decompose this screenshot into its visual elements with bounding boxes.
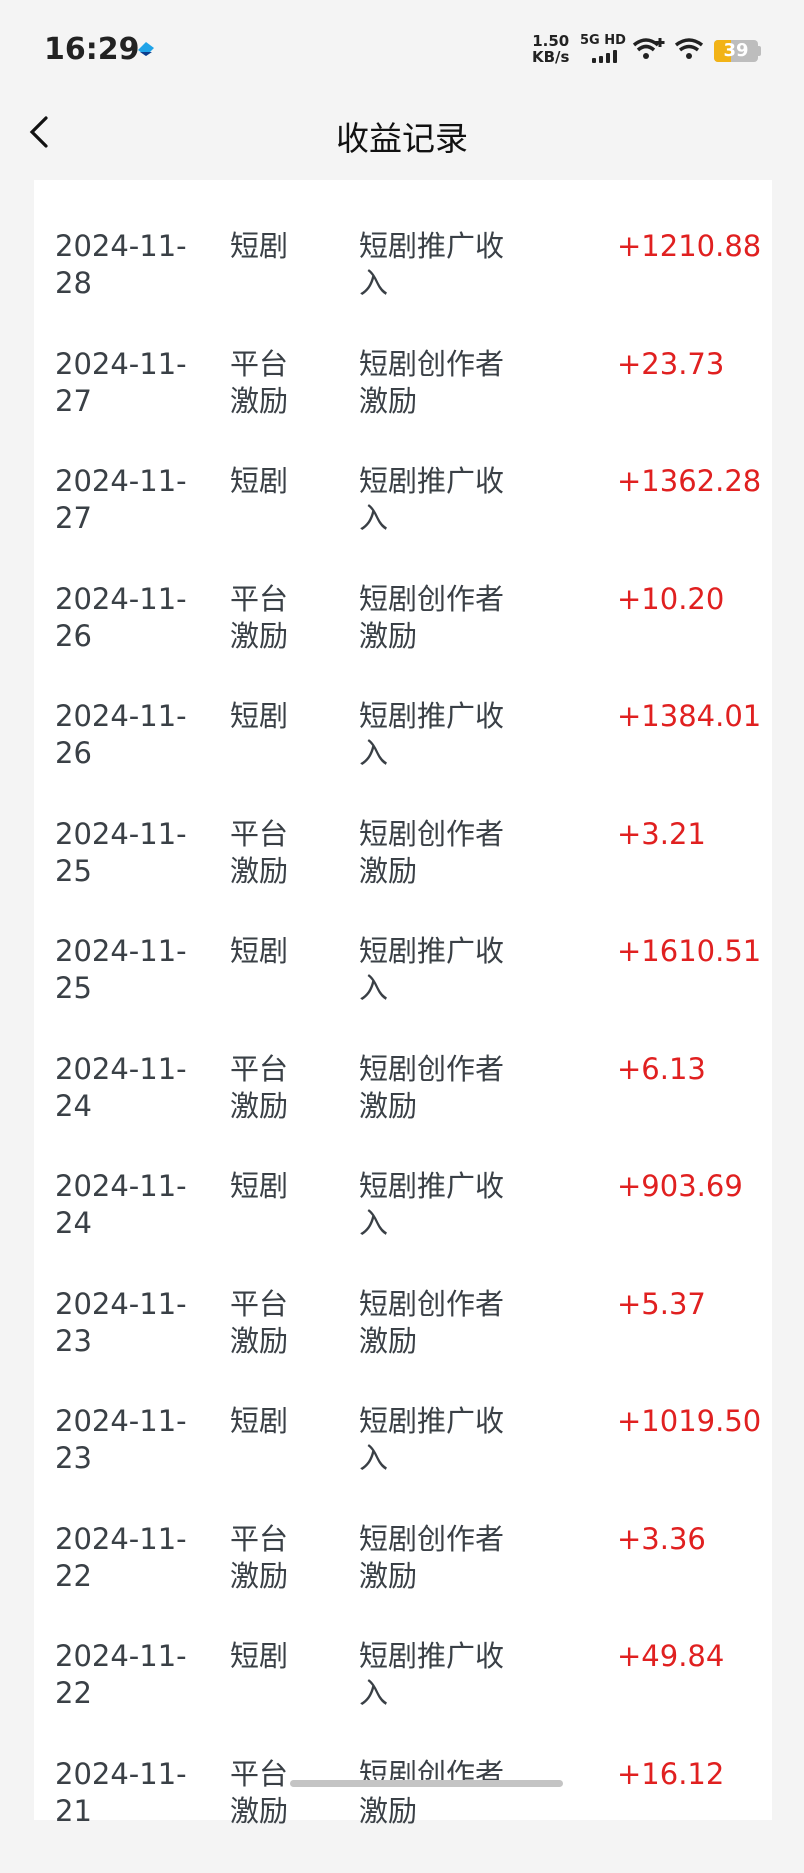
battery-level: 39 (723, 40, 749, 61)
record-amount: +1610.51 (617, 934, 762, 968)
record-date: 2024-11-24 (55, 1051, 187, 1123)
record-amount: +903.69 (617, 1169, 743, 1203)
record-date: 2024-11-26 (55, 581, 187, 653)
record-date: 2024-11-22 (55, 1521, 187, 1593)
signal-icon (592, 50, 617, 63)
chevron-left-icon[interactable] (22, 112, 62, 152)
table-row[interactable]: 2024-11-24 短剧 短剧推广收入 +903.69 (34, 1168, 772, 1285)
top-nav: 收益记录 (0, 100, 804, 166)
record-date: 2024-11-27 (55, 464, 187, 535)
speed-value: 1.50 (532, 32, 570, 50)
record-date: 2024-11-21 (55, 1756, 187, 1828)
record-description: 短剧创作者激励 (359, 1756, 505, 1828)
table-row[interactable]: 2024-11-28 短剧 短剧推广收入 +1210.88 (34, 228, 772, 345)
record-description: 短剧创作者激励 (359, 816, 505, 888)
record-category: 短剧 (230, 464, 289, 498)
record-amount: +5.37 (617, 1286, 706, 1321)
record-category: 短剧 (230, 229, 289, 263)
record-amount: +1362.28 (617, 464, 762, 498)
record-description: 短剧推广收入 (359, 699, 505, 770)
record-description: 短剧推广收入 (359, 229, 505, 300)
table-row[interactable]: 2024-11-25 平台激励 短剧创作者激励 +3.21 (34, 816, 772, 933)
record-category: 短剧 (230, 699, 289, 733)
table-row[interactable]: 2024-11-23 短剧 短剧推广收入 +1019.50 (34, 1403, 772, 1520)
network-type: 5G HD (580, 33, 626, 48)
record-amount: +6.13 (617, 1051, 706, 1086)
record-date: 2024-11-27 (55, 346, 187, 418)
record-amount: +23.73 (617, 346, 725, 381)
income-record-list: 2024-11-28 短剧 短剧推广收入 +1210.88 2024-11-27 平台激励… (34, 180, 772, 1828)
record-amount: +49.84 (617, 1639, 725, 1673)
record-category: 短剧 (230, 934, 289, 968)
speed-unit: KB/s (532, 48, 570, 66)
network-speed: 1.50 KB/s (532, 33, 569, 65)
record-amount: +1384.01 (617, 699, 762, 733)
table-row[interactable]: 2024-11-26 短剧 短剧推广收入 +1384.01 (34, 698, 772, 815)
record-date: 2024-11-22 (55, 1639, 187, 1710)
record-description: 短剧创作者激励 (359, 1521, 505, 1593)
record-date: 2024-11-24 (55, 1169, 187, 1240)
record-description: 短剧创作者激励 (359, 1286, 505, 1358)
table-row[interactable]: 2024-11-21 平台激励 短剧创作者激励 +16.12 (34, 1756, 772, 1873)
record-description: 短剧推广收入 (359, 1639, 505, 1710)
record-category: 短剧 (230, 1639, 289, 1673)
record-category: 平台激励 (230, 1286, 289, 1358)
wifi-plus-icon (632, 38, 665, 59)
record-amount: +10.20 (617, 581, 725, 616)
record-description: 短剧创作者激励 (359, 581, 505, 653)
record-description: 短剧创作者激励 (359, 346, 505, 418)
table-row[interactable]: 2024-11-22 短剧 短剧推广收入 +49.84 (34, 1638, 772, 1755)
record-amount: +1210.88 (617, 229, 762, 263)
record-category: 短剧 (230, 1404, 289, 1438)
record-category: 平台激励 (230, 1756, 289, 1828)
status-bar: 16:29 1.50 KB/s 5G HD 39 (0, 0, 804, 100)
table-row[interactable]: 2024-11-23 平台激励 短剧创作者激励 +5.37 (34, 1286, 772, 1403)
record-date: 2024-11-23 (55, 1286, 187, 1358)
app-notification-icon (138, 42, 154, 56)
record-date: 2024-11-23 (55, 1404, 187, 1475)
record-description: 短剧推广收入 (359, 934, 505, 1005)
record-category: 平台激励 (230, 581, 289, 653)
table-row[interactable]: 2024-11-27 平台激励 短剧创作者激励 +23.73 (34, 346, 772, 463)
record-amount: +16.12 (617, 1756, 725, 1791)
record-description: 短剧创作者激励 (359, 1051, 505, 1123)
record-category: 平台激励 (230, 1051, 289, 1123)
record-amount: +3.21 (617, 816, 706, 851)
record-category: 平台激励 (230, 1521, 289, 1593)
clock: 16:29 (44, 32, 140, 67)
wifi-icon (674, 38, 704, 59)
table-row[interactable]: 2024-11-27 短剧 短剧推广收入 +1362.28 (34, 463, 772, 580)
table-row[interactable]: 2024-11-26 平台激励 短剧创作者激励 +10.20 (34, 581, 772, 698)
home-indicator[interactable] (290, 1780, 563, 1787)
record-category: 短剧 (230, 1169, 289, 1203)
record-date: 2024-11-28 (55, 229, 187, 300)
record-amount: +1019.50 (617, 1404, 762, 1438)
battery-cap (758, 46, 761, 56)
battery-icon: 39 (714, 40, 758, 62)
table-row[interactable]: 2024-11-25 短剧 短剧推广收入 +1610.51 (34, 933, 772, 1050)
record-description: 短剧推广收入 (359, 1404, 505, 1475)
table-row[interactable]: 2024-11-22 平台激励 短剧创作者激励 +3.36 (34, 1521, 772, 1638)
table-row[interactable]: 2024-11-24 平台激励 短剧创作者激励 +6.13 (34, 1051, 772, 1168)
record-category: 平台激励 (230, 816, 289, 888)
record-category: 平台激励 (230, 346, 289, 418)
record-amount: +3.36 (617, 1521, 706, 1556)
record-date: 2024-11-26 (55, 699, 187, 770)
record-date: 2024-11-25 (55, 934, 187, 1005)
record-date: 2024-11-25 (55, 816, 187, 888)
record-description: 短剧推广收入 (359, 464, 505, 535)
record-description: 短剧推广收入 (359, 1169, 505, 1240)
page-title: 收益记录 (336, 119, 468, 158)
